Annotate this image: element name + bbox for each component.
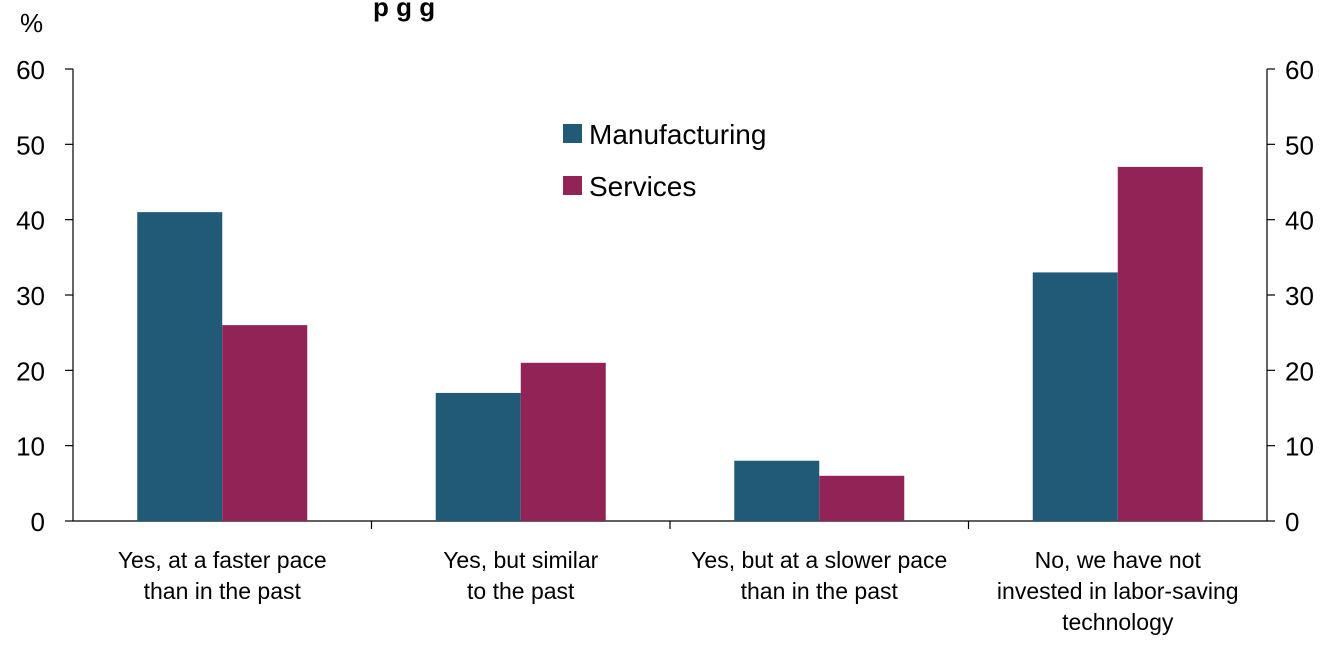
- category-label: than in the past: [144, 578, 302, 604]
- y-tick-label-right: 30: [1285, 281, 1314, 311]
- y-tick-label-left: 30: [16, 281, 45, 311]
- chart-title: p g g: [373, 0, 435, 22]
- bar-manufacturing: [734, 460, 820, 521]
- y-tick-label-left: 20: [16, 356, 45, 386]
- bar-services: [520, 362, 606, 521]
- category-label: Yes, at a faster pace: [118, 547, 327, 573]
- bar-manufacturing: [137, 212, 223, 521]
- axes: 0 0 10 10 20 20 30 30 40 40 50 50 60 60: [16, 55, 1314, 537]
- bars: [137, 166, 1203, 521]
- y-tick-label-right: 0: [1285, 507, 1299, 537]
- bar-manufacturing: [435, 392, 521, 521]
- category-label: to the past: [467, 578, 575, 604]
- legend-swatch: [563, 176, 582, 195]
- legend-label: Services: [589, 171, 696, 202]
- category-labels: Yes, at a faster pace than in the past Yes…: [118, 547, 1239, 635]
- category-label: Yes, but similar: [443, 547, 598, 573]
- y-tick-label-left: 0: [31, 507, 45, 537]
- y-tick-label-right: 60: [1285, 55, 1314, 85]
- bar-manufacturing: [1032, 272, 1118, 521]
- category-label: technology: [1062, 609, 1174, 635]
- category-label: Yes, but at a slower pace: [691, 547, 947, 573]
- category-label: invested in labor-saving: [997, 578, 1239, 604]
- legend: Manufacturing Services: [563, 119, 766, 202]
- bar-services: [222, 325, 308, 521]
- y-tick-label-right: 20: [1285, 356, 1314, 386]
- y-tick-label-left: 40: [16, 206, 45, 236]
- category-label: No, we have not: [1035, 547, 1202, 573]
- y-tick-label-right: 50: [1285, 130, 1314, 160]
- bar-services: [1117, 166, 1203, 521]
- y-tick-label-left: 50: [16, 130, 45, 160]
- y-tick-label-right: 10: [1285, 432, 1314, 462]
- legend-label: Manufacturing: [589, 119, 766, 150]
- y-tick-label-left: 60: [16, 55, 45, 85]
- bar-services: [819, 475, 905, 521]
- y-tick-label-right: 40: [1285, 206, 1314, 236]
- category-label: than in the past: [741, 578, 899, 604]
- y-axis-unit-label: %: [20, 8, 43, 38]
- y-tick-label-left: 10: [16, 432, 45, 462]
- legend-swatch: [563, 124, 582, 143]
